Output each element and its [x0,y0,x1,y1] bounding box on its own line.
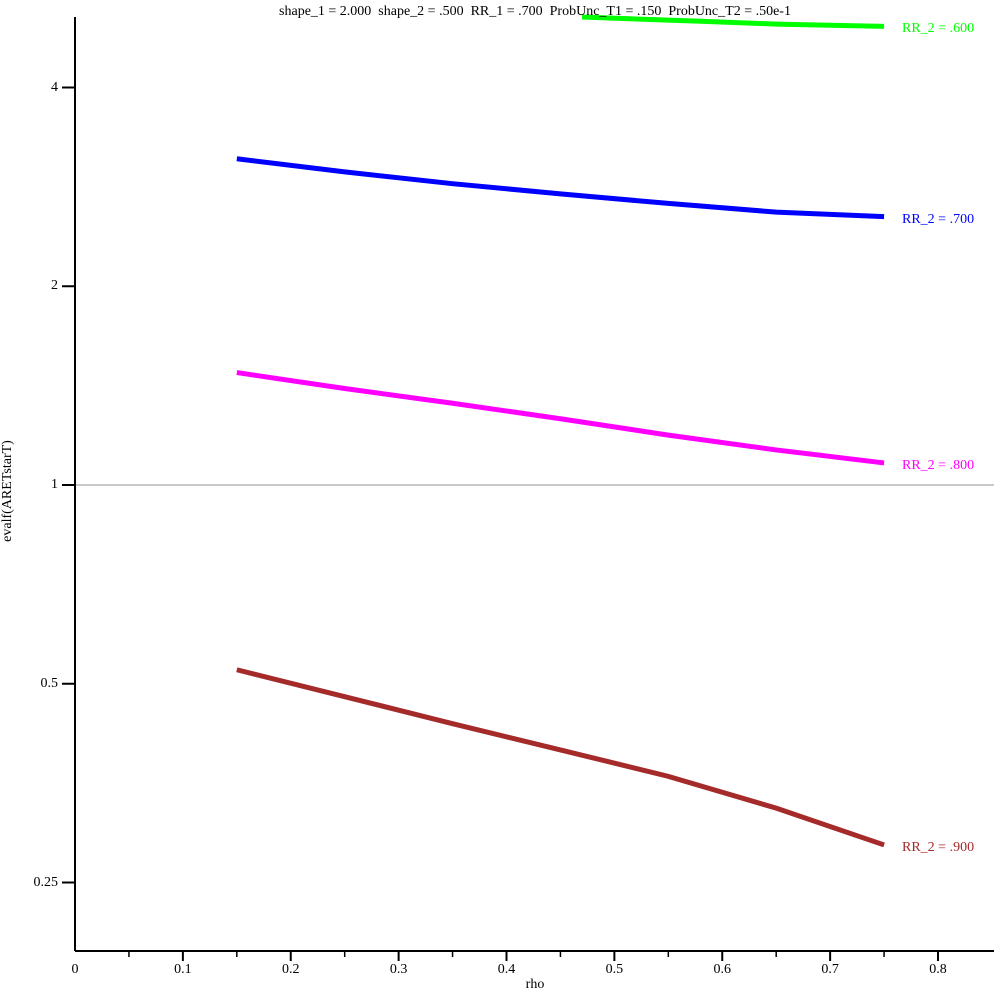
curve-3 [236,667,885,848]
y-tick-label: 4 [51,79,58,95]
curve-label-1: RR_2 = .700 [902,211,975,227]
curve-2 [236,370,885,466]
x-tick-label: 0 [71,962,79,977]
curve-label-3: RR_2 = .900 [902,839,975,855]
x-tick-label: 0.7 [821,962,839,977]
plot-title: shape_1 = 2.000 shape_2 = .500 RR_1 = .7… [279,4,791,19]
x-tick-label: 0.8 [929,962,947,977]
y-tick-label: 0.25 [33,874,59,890]
y-tick-label: 1 [51,477,58,492]
curve-0 [581,14,885,29]
x-tick-label: 0.1 [174,962,192,977]
x-tick-label: 0.5 [605,962,624,977]
x-tick-label: 0.6 [713,962,732,977]
y-axis-label: evalf(ARETstarT) [0,440,15,542]
curve-1 [236,156,885,220]
y-tick-label: 2 [51,278,58,294]
x-tick-label: 0.4 [497,962,516,977]
x-axis-label: rho [525,977,545,992]
y-tick-label: 0.5 [40,675,59,691]
x-tick-label: 0.2 [282,962,300,977]
x-tick-label: 0.3 [389,962,408,977]
curve-label-2: RR_2 = .800 [902,457,975,473]
curve-label-0: RR_2 = .600 [902,21,975,37]
